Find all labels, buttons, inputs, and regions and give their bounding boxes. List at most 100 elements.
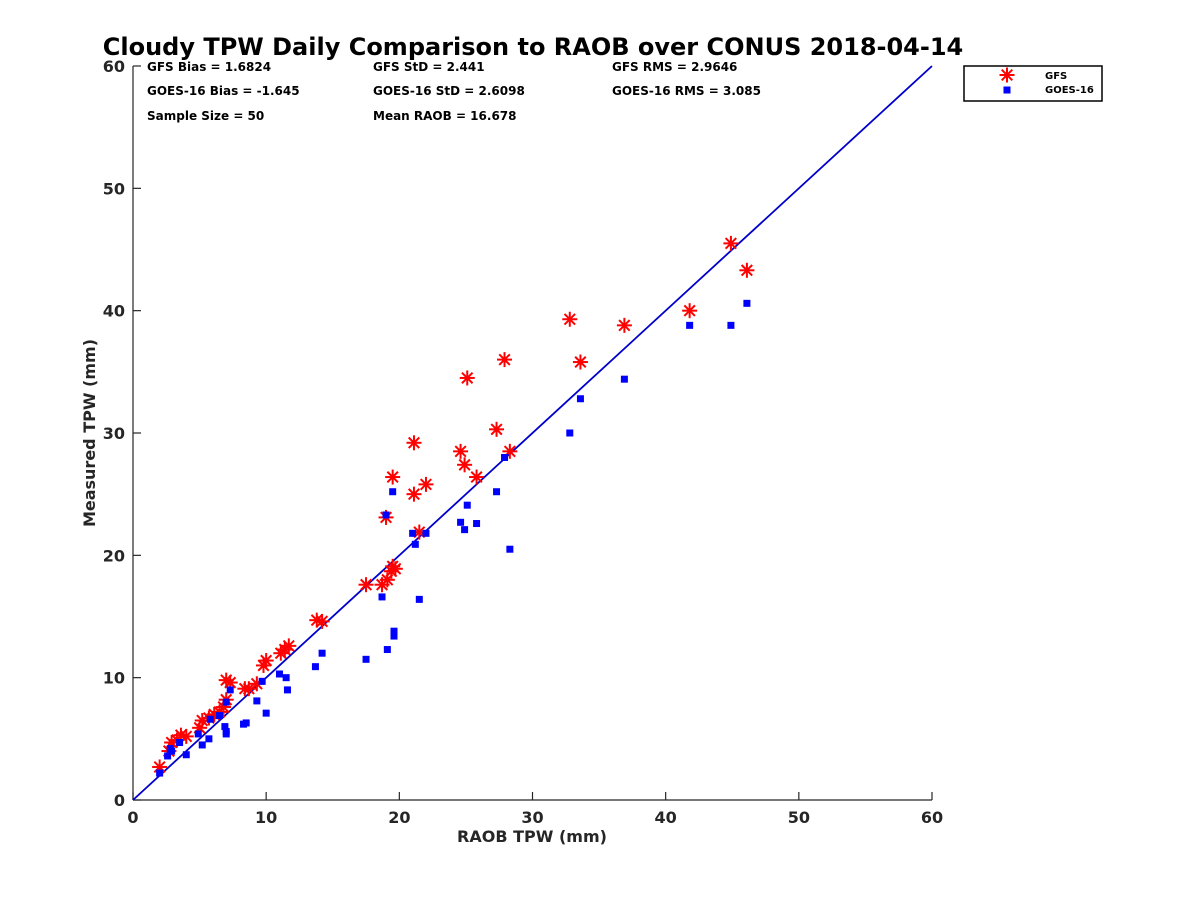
stat-sample-size: Sample Size = 50 [147, 109, 264, 123]
goes16-point [743, 299, 751, 307]
goes16-point [390, 627, 398, 635]
legend-gfs-symbol [999, 67, 1015, 83]
goes16-point [411, 540, 419, 548]
y-tick-label: 50 [103, 179, 125, 198]
goes16-point [311, 663, 319, 671]
goes16-point [168, 747, 176, 755]
y-tick-label: 60 [103, 57, 125, 76]
gfs-point [314, 613, 330, 629]
goes16-point [378, 593, 386, 601]
gfs-point [358, 577, 374, 593]
legend-goes16-symbol [1003, 86, 1011, 94]
goes16-point [222, 698, 230, 706]
goes16-point [473, 520, 481, 528]
stat-goes-rms: GOES-16 RMS = 3.085 [612, 84, 761, 98]
goes16-point [390, 632, 398, 640]
gfs-point [385, 469, 401, 485]
goes16-point [686, 321, 694, 329]
goes16-point [275, 670, 283, 678]
chart-title: Cloudy TPW Daily Comparison to RAOB over… [103, 33, 963, 61]
statistics-block: GFS Bias = 1.6824 GFS StD = 2.441 GFS RM… [147, 60, 761, 123]
goes16-point [422, 529, 430, 537]
gfs-point [457, 457, 473, 473]
goes16-point [457, 518, 465, 526]
legend-gfs-label: GFS [1045, 71, 1067, 82]
y-tick-label: 40 [103, 302, 125, 321]
y-tick-label: 0 [114, 791, 125, 810]
stat-mean-raob: Mean RAOB = 16.678 [373, 109, 517, 123]
gfs-point [562, 311, 578, 327]
reference-line [132, 65, 933, 801]
stat-goes-bias: GOES-16 Bias = -1.645 [147, 84, 300, 98]
x-tick-label: 40 [655, 808, 677, 827]
axis-ticks: 0 10 20 30 40 50 60 0 10 20 30 40 50 60 [103, 57, 943, 827]
y-axis-label: Measured TPW (mm) [80, 339, 99, 527]
goes16-point [205, 735, 213, 743]
goes16-point [226, 686, 234, 694]
x-tick-label: 0 [127, 808, 138, 827]
goes16-point [194, 730, 202, 738]
gfs-point [258, 653, 274, 669]
goes16-point [463, 501, 471, 509]
stat-gfs-std: GFS StD = 2.441 [373, 60, 485, 74]
goes16-point [242, 719, 250, 727]
goes16-point [182, 751, 190, 759]
goes16-point [206, 715, 214, 723]
goes16-point [253, 697, 261, 705]
gfs-point [241, 681, 257, 697]
gfs-point [281, 638, 297, 654]
stat-gfs-rms: GFS RMS = 2.9646 [612, 60, 737, 74]
goes16-point [362, 655, 370, 663]
goes16-point [318, 649, 326, 657]
x-tick-label: 10 [255, 808, 277, 827]
gfs-point [387, 561, 403, 577]
identity-line [132, 65, 933, 801]
goes16-point [620, 375, 628, 383]
x-axis-label: RAOB TPW (mm) [457, 827, 607, 846]
stat-gfs-bias: GFS Bias = 1.6824 [147, 60, 271, 74]
x-tick-label: 30 [521, 808, 543, 827]
gfs-point [572, 354, 588, 370]
goes16-point [222, 730, 230, 738]
goes16-point [501, 453, 509, 461]
gfs-point [453, 443, 469, 459]
gfs-point [406, 435, 422, 451]
goes16-point [283, 686, 291, 694]
goes16-point [415, 595, 423, 603]
gfs-point [723, 235, 739, 251]
goes16-point [216, 712, 224, 720]
goes16-series [156, 299, 751, 777]
goes16-point [461, 526, 469, 534]
legend-goes16-marker [1003, 86, 1011, 94]
gfs-point [616, 317, 632, 333]
goes16-point [156, 769, 164, 777]
legend-gfs-marker [999, 67, 1015, 83]
y-tick-label: 10 [103, 669, 125, 688]
y-tick-label: 20 [103, 546, 125, 565]
x-tick-label: 50 [788, 808, 810, 827]
gfs-point [739, 262, 755, 278]
x-tick-label: 60 [921, 808, 943, 827]
goes16-point [198, 741, 206, 749]
goes16-point [176, 739, 184, 747]
gfs-point [418, 476, 434, 492]
legend-goes16-label: GOES-16 [1045, 85, 1094, 96]
gfs-point [489, 421, 505, 437]
goes16-point [382, 511, 390, 519]
gfs-point [459, 370, 475, 386]
goes16-point [727, 321, 735, 329]
goes16-point [258, 677, 266, 685]
gfs-point [406, 486, 422, 502]
goes16-point [221, 723, 229, 731]
x-tick-label: 20 [388, 808, 410, 827]
goes16-point [566, 429, 574, 437]
goes16-point [389, 488, 397, 496]
goes16-point [409, 529, 417, 537]
goes16-point [262, 709, 270, 717]
gfs-point [249, 676, 265, 692]
gfs-point [682, 303, 698, 319]
gfs-point [497, 352, 513, 368]
legend: GFS GOES-16 [963, 65, 1103, 102]
goes16-point [282, 674, 290, 682]
